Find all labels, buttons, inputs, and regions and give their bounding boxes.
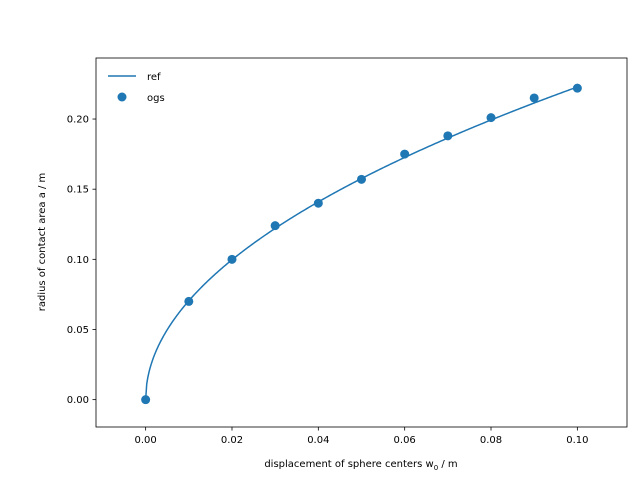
x-axis-label-main: displacement of sphere centers w xyxy=(264,459,433,470)
data-point-ogs xyxy=(400,149,410,159)
x-tick-label: 0.08 xyxy=(480,435,502,446)
y-tick-label: 0.00 xyxy=(67,395,89,406)
y-axis-label: radius of contact area a / m xyxy=(37,173,48,312)
data-point-ogs xyxy=(357,174,366,184)
x-tick-label: 0.00 xyxy=(135,435,157,446)
x-tick-label: 0.06 xyxy=(394,435,416,446)
x-axis-label-unit: / m xyxy=(438,459,457,470)
legend-marker-ogs xyxy=(117,92,127,102)
legend-label-ogs: ogs xyxy=(147,93,165,104)
x-axis-label-subscript: 0 xyxy=(434,464,438,472)
data-point-ogs xyxy=(529,93,539,103)
data-point-ogs xyxy=(486,113,496,123)
data-point-ogs xyxy=(270,221,280,231)
y-tick-label: 0.15 xyxy=(67,185,89,196)
legend: ref ogs xyxy=(108,72,165,104)
data-point-ogs xyxy=(572,83,582,93)
plot-area xyxy=(141,83,582,405)
data-point-ogs xyxy=(443,131,453,141)
x-tick-label: 0.10 xyxy=(566,435,588,446)
axes: 0.00 0.02 0.04 0.06 0.08 0.10 0.00 0.05 0.10 0.15… xyxy=(67,57,628,446)
x-axis-label: displacement of sphere centers w0 / m xyxy=(264,459,457,472)
x-tick-label: 0.04 xyxy=(307,435,329,446)
axes-frame xyxy=(95,57,628,428)
data-point-ogs xyxy=(184,296,194,306)
x-tick-label: 0.02 xyxy=(221,435,243,446)
data-point-ogs xyxy=(227,254,237,264)
legend-label-ref: ref xyxy=(147,72,161,83)
y-tick-label: 0.05 xyxy=(67,325,89,336)
y-tick-label: 0.20 xyxy=(67,115,89,126)
data-point-ogs xyxy=(313,198,323,208)
y-tick-label: 0.10 xyxy=(67,255,89,266)
data-point-ogs xyxy=(141,395,151,405)
